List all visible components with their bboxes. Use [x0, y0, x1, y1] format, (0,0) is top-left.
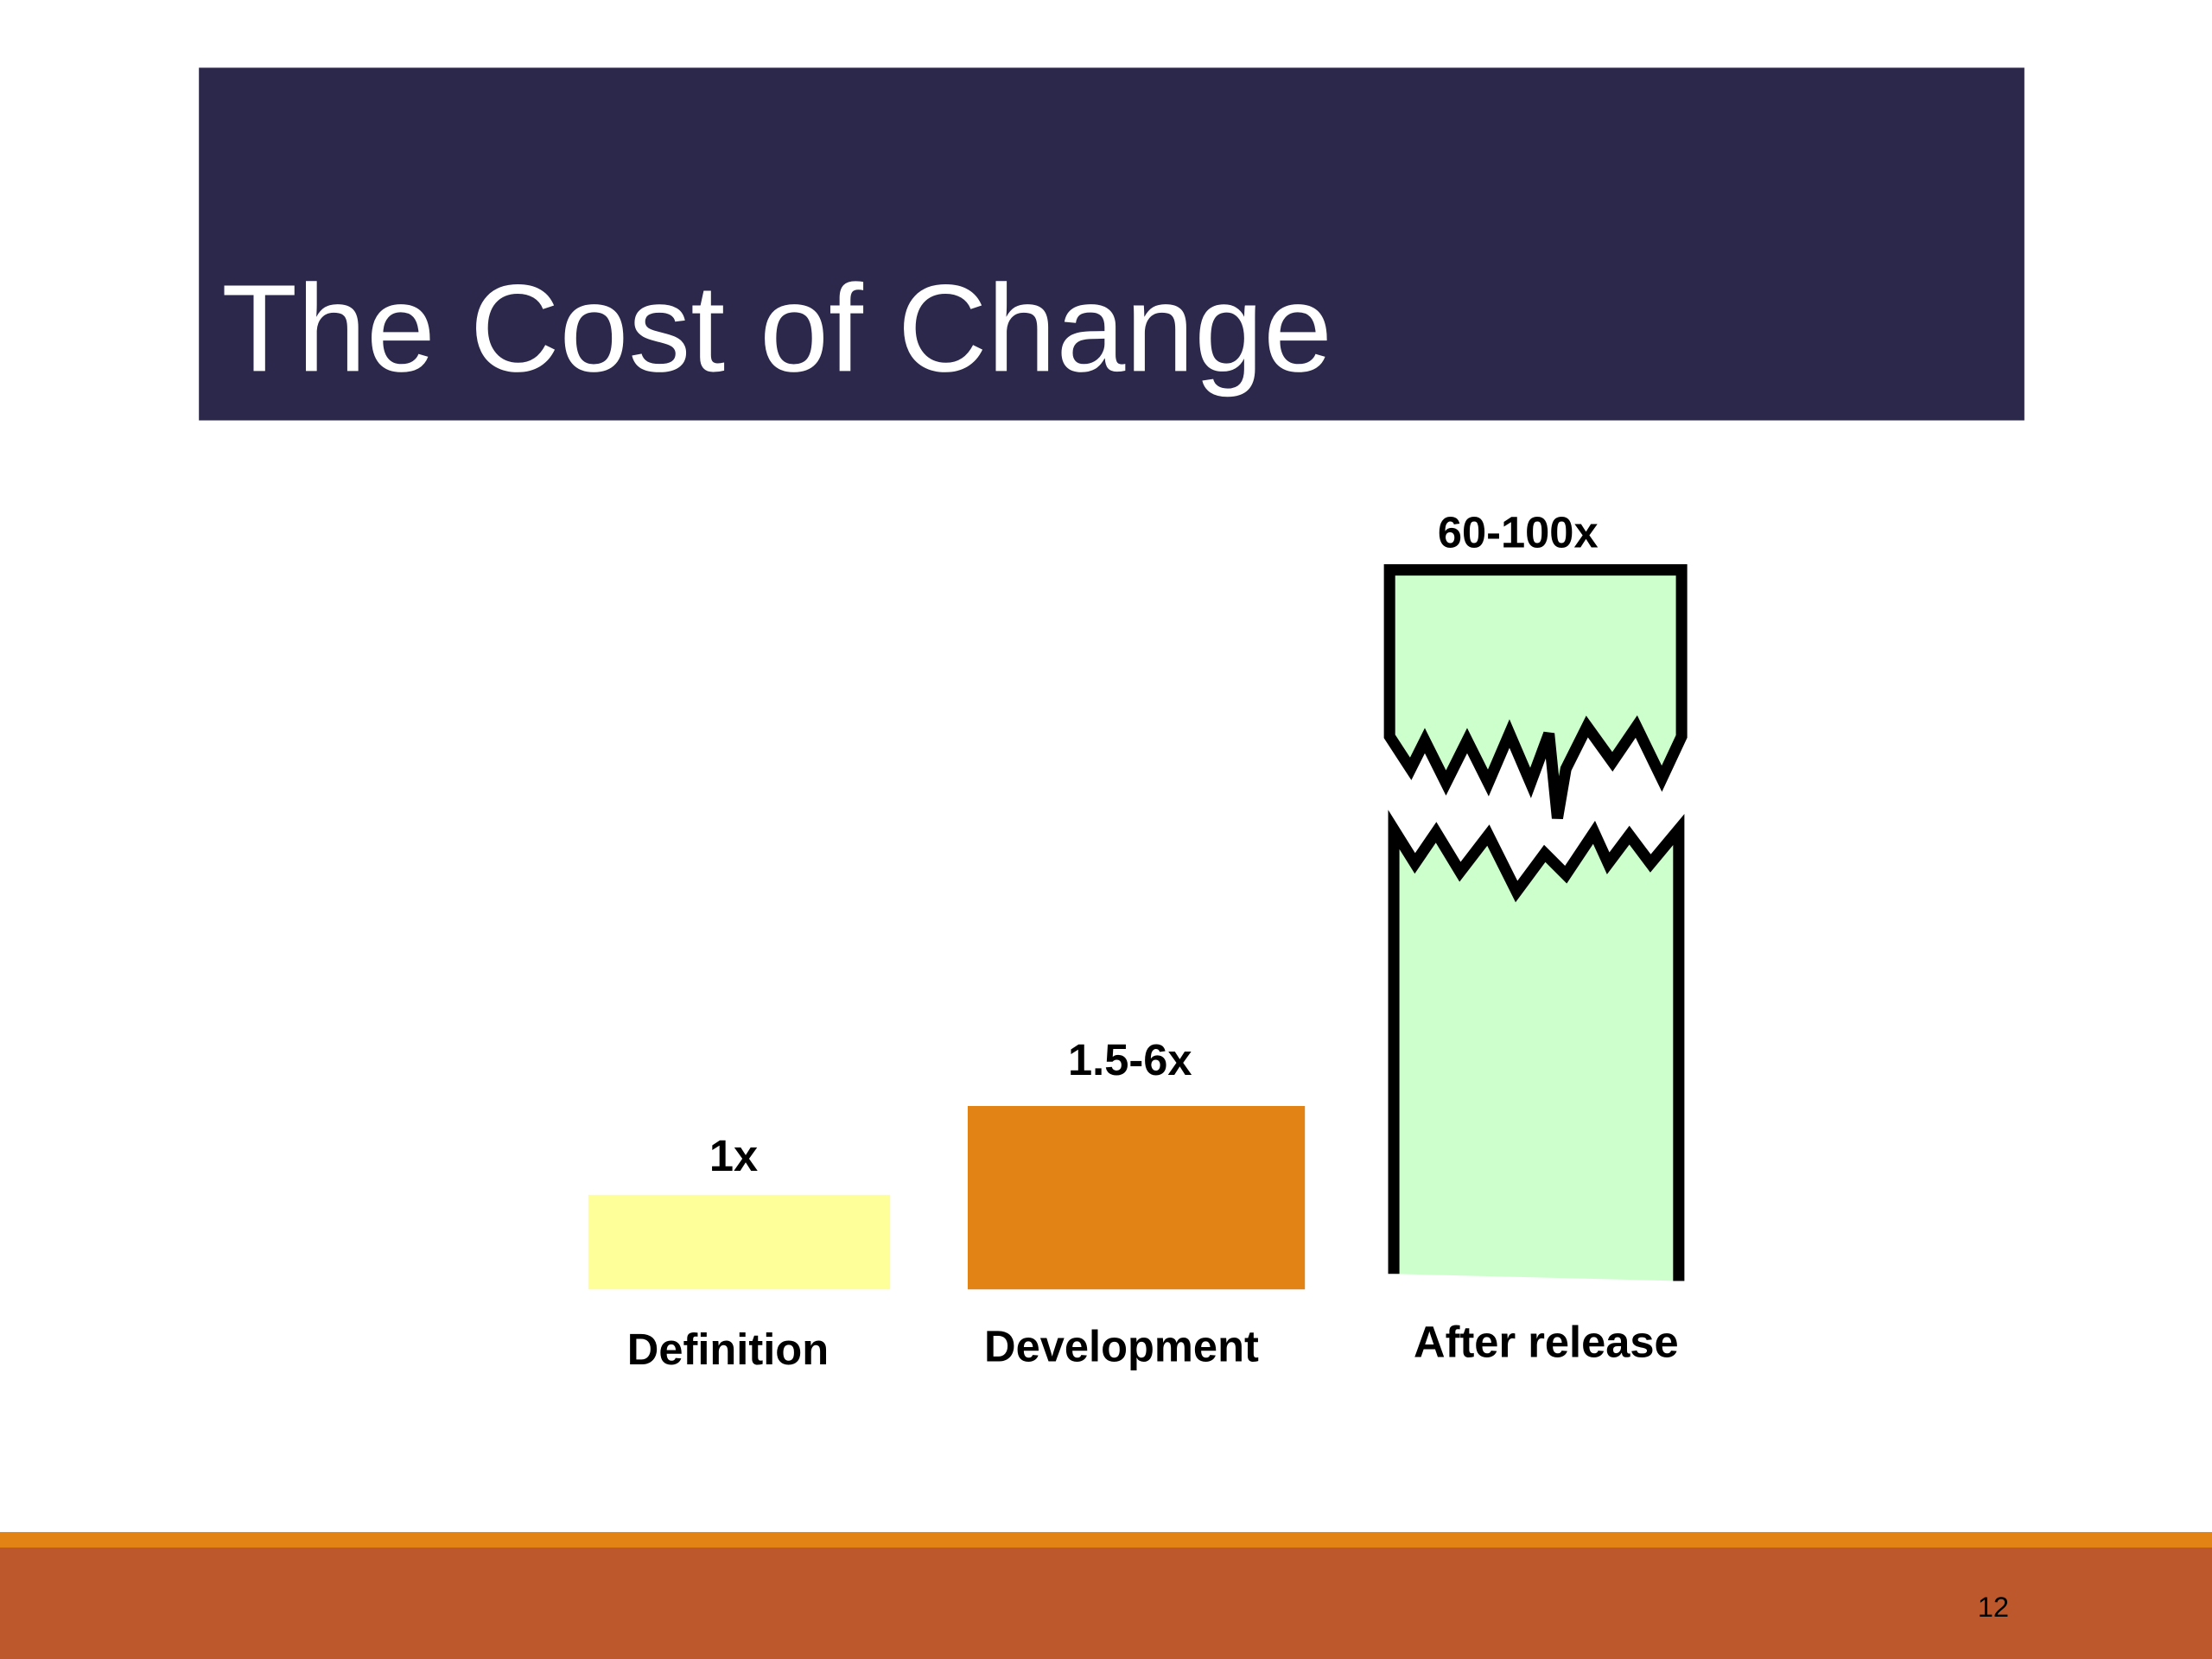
bar-label: 1x: [709, 1131, 758, 1180]
category-label: Development: [984, 1322, 1259, 1371]
development-bar: [968, 1106, 1306, 1290]
bar-label: 60-100x: [1438, 507, 1599, 556]
after-release-bar-top: [1383, 564, 1688, 820]
after-release-bar-bottom: [1394, 830, 1679, 1281]
footer-band: [0, 1548, 2212, 1659]
after-release-bar-outline: [1388, 810, 1685, 1281]
category-label: Definition: [627, 1325, 829, 1374]
bar-label: 1.5-6x: [1068, 1035, 1192, 1084]
title-band: [199, 67, 2024, 421]
slide-title: The Cost of Change: [221, 259, 1332, 397]
footer-stripe: [0, 1532, 2212, 1549]
page-number: 12: [1978, 1591, 2009, 1623]
category-label: After release: [1414, 1318, 1679, 1367]
definition-bar: [588, 1194, 891, 1290]
